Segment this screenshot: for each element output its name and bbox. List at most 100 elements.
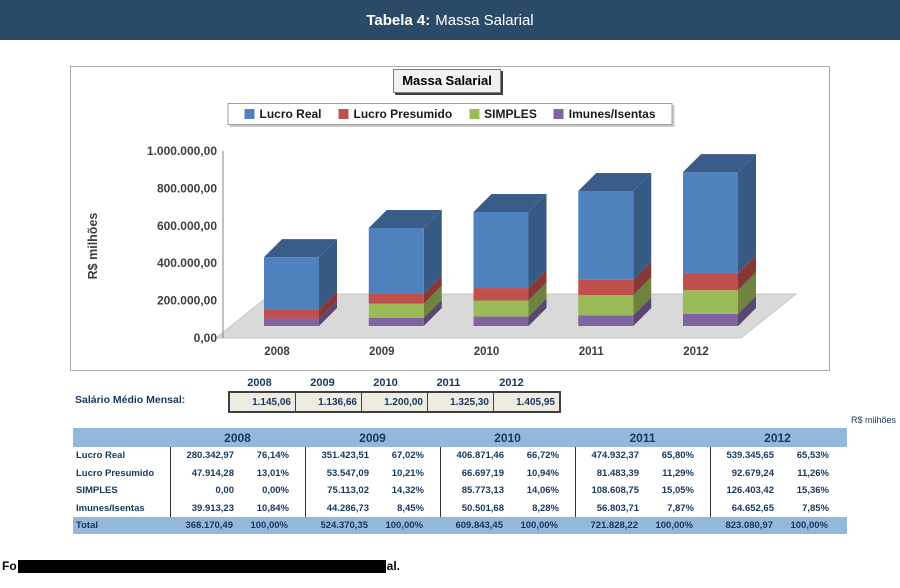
- value-cell: 368.170,49: [185, 520, 233, 531]
- salary-year-header: 2008: [247, 377, 272, 389]
- salary-value-cell: 1.325,30: [427, 393, 493, 411]
- chart-title: Massa Salarial: [393, 69, 501, 93]
- percent-cell: 100,00%: [655, 520, 693, 531]
- percent-cell: 13,01%: [256, 467, 289, 479]
- legend-item: Lucro Presumido: [338, 107, 452, 121]
- value-cell: 66.697,19: [461, 467, 504, 479]
- salary-year-header: 2009: [310, 377, 335, 389]
- value-cell: 56.803,71: [596, 502, 639, 514]
- salary-year-header: 2012: [499, 377, 524, 389]
- value-cell: 474.932,37: [591, 450, 639, 462]
- svg-text:2009: 2009: [369, 346, 395, 358]
- value-cell: 539.345,65: [726, 450, 774, 462]
- value-cell: 64.652,65: [731, 502, 774, 514]
- bar-2009: [368, 209, 442, 326]
- chart-plot: 1.000.000,00 800.000,00 600.000,00 400.000,…: [86, 144, 798, 358]
- percent-cell: 7,85%: [802, 502, 829, 514]
- source-note-suffix: al.: [386, 559, 401, 573]
- percent-cell: 0,00%: [262, 485, 289, 497]
- row-label: Lucro Real: [76, 450, 126, 462]
- table-cell-group: 56.803,71 7,87%: [575, 499, 710, 517]
- value-cell: 85.773,13: [461, 485, 504, 497]
- table-cell-group: 92.679,24 11,26%: [710, 464, 845, 482]
- row-label: Total: [76, 520, 98, 531]
- table-cell-group: 44.286,73 8,45%: [305, 499, 440, 517]
- svg-text:1.000.000,00: 1.000.000,00: [147, 144, 217, 158]
- percent-cell: 65,80%: [661, 450, 694, 462]
- main-table-total-row: Total 368.170,49 100,00% 524.370,35 100,00% 6…: [73, 517, 847, 534]
- percent-cell: 7,87%: [667, 502, 694, 514]
- salary-year-header: 2010: [373, 377, 398, 389]
- legend-label: Imunes/Isentas: [568, 107, 656, 121]
- legend-swatch-icon: [338, 109, 349, 119]
- legend-label: Lucro Presumido: [353, 107, 453, 121]
- legend-item: Lucro Real: [244, 107, 322, 121]
- svg-text:2012: 2012: [683, 346, 709, 358]
- table-cell-group: 823.080,97 100,00%: [710, 517, 845, 534]
- svg-text:600.000,00: 600.000,00: [157, 219, 217, 233]
- value-cell: 721.828,22: [590, 520, 638, 531]
- header-title-bold: Tabela 4:: [366, 11, 431, 29]
- page-header: Tabela 4: Massa Salarial: [0, 0, 900, 40]
- percent-cell: 8,28%: [532, 502, 559, 514]
- value-cell: 280.342,97: [186, 450, 234, 462]
- table-cell-group: 39.913,23 10,84%: [170, 499, 305, 517]
- value-cell: 108.608,75: [591, 485, 639, 497]
- table-cell-group: 539.345,65 65,53%: [710, 447, 845, 465]
- table-row: Lucro Presumido 47.914,28 13,01% 53.547,09 1…: [73, 464, 847, 482]
- table-year-header: 2011: [629, 430, 656, 445]
- salary-value-cell: 1.136,66: [295, 393, 361, 411]
- redaction-bar: [17, 559, 386, 573]
- table-year-header: 2010: [494, 430, 521, 445]
- value-cell: 406.871,46: [456, 450, 504, 462]
- table-cell-group: 75.113,02 14,32%: [305, 482, 440, 500]
- main-table-body: Lucro Real 280.342,97 76,14% 351.423,51 67,0…: [73, 447, 847, 517]
- row-label: Lucro Presumido: [76, 467, 155, 479]
- table-row: Lucro Real 280.342,97 76,14% 351.423,51 67,0…: [73, 447, 847, 465]
- percent-cell: 10,94%: [526, 467, 559, 479]
- chart-panel: 1.000.000,00 800.000,00 600.000,00 400.000,…: [70, 66, 830, 371]
- value-cell: 92.679,24: [731, 467, 774, 479]
- legend-swatch-icon: [553, 109, 564, 119]
- value-cell: 44.286,73: [326, 502, 369, 514]
- value-cell: 50.501,68: [461, 502, 504, 514]
- salary-value-cell: 1.200,00: [361, 393, 427, 411]
- bar-2010: [473, 193, 547, 326]
- legend-swatch-icon: [244, 109, 255, 119]
- legend-item: Imunes/Isentas: [553, 107, 656, 121]
- percent-cell: 8,45%: [397, 502, 424, 514]
- value-cell: 81.483,39: [596, 467, 639, 479]
- percent-cell: 15,36%: [796, 485, 829, 497]
- percent-cell: 10,21%: [391, 467, 424, 479]
- svg-text:400.000,00: 400.000,00: [157, 256, 217, 270]
- row-label: Imunes/Isentas: [76, 502, 145, 514]
- legend-swatch-icon: [469, 109, 480, 119]
- table-cell-group: 0,00 0,00%: [170, 482, 305, 500]
- table-cell-group: 351.423,51 67,02%: [305, 447, 440, 465]
- svg-text:800.000,00: 800.000,00: [157, 181, 217, 195]
- salary-row-label: Salário Médio Mensal:: [75, 394, 186, 406]
- table-row: Imunes/Isentas 39.913,23 10,84% 44.286,73 8,…: [73, 499, 847, 517]
- table-cell-group: 50.501,68 8,28%: [440, 499, 575, 517]
- table-cell-group: 721.828,22 100,00%: [575, 517, 710, 534]
- salary-values-row: 1.145,06 1.136,66 1.200,00 1.325,30 1.405,95: [228, 391, 561, 413]
- table-cell-group: 406.871,46 66,72%: [440, 447, 575, 465]
- percent-cell: 100,00%: [520, 520, 558, 531]
- legend-label: SIMPLES: [484, 107, 537, 121]
- percent-cell: 11,29%: [662, 467, 694, 479]
- source-note-prefix: Fo: [2, 559, 17, 573]
- percent-cell: 10,84%: [256, 502, 289, 514]
- table-cell-group: 53.547,09 10,21%: [305, 464, 440, 482]
- bar-2012: [683, 154, 756, 326]
- value-cell: 39.913,23: [191, 502, 234, 514]
- salary-value-cell: 1.405,95: [493, 393, 559, 411]
- salary-value-cell: 1.145,06: [230, 393, 295, 411]
- percent-cell: 15,05%: [661, 485, 694, 497]
- bar-2008: [264, 239, 337, 326]
- percent-cell: 100,00%: [250, 520, 288, 531]
- percent-cell: 100,00%: [385, 520, 423, 531]
- percent-cell: 67,02%: [391, 450, 424, 462]
- salary-years-header: 2008 2009 2010 2011 2012: [228, 377, 543, 389]
- value-cell: 524.370,35: [320, 520, 368, 531]
